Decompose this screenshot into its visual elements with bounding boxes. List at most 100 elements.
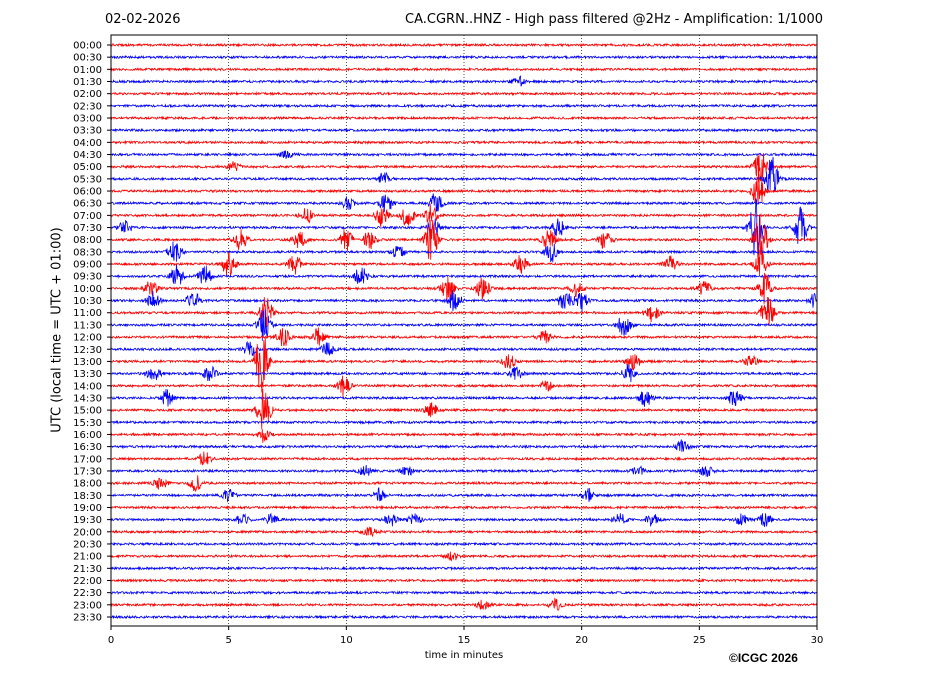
y-tick-label: 20:00 xyxy=(73,527,102,538)
y-tick-label: 23:30 xyxy=(73,612,102,623)
y-tick-label: 22:00 xyxy=(73,576,102,587)
y-tick-label: 07:00 xyxy=(73,211,102,222)
y-tick: 14:30 xyxy=(73,393,111,404)
y-tick: 05:00 xyxy=(73,162,111,173)
y-tick-label: 09:00 xyxy=(73,260,102,271)
y-tick: 03:30 xyxy=(73,126,111,137)
trace-0230 xyxy=(110,103,818,109)
y-tick-label: 21:30 xyxy=(73,564,102,575)
trace-1030 xyxy=(110,290,818,312)
y-tick-label: 01:00 xyxy=(73,65,102,76)
y-tick-label: 13:00 xyxy=(73,357,102,368)
y-tick-label: 03:00 xyxy=(73,114,102,125)
y-tick-label: 16:00 xyxy=(73,430,102,441)
trace-1930 xyxy=(110,512,818,528)
y-tick-label: 04:00 xyxy=(73,138,102,149)
trace-0130 xyxy=(110,75,818,87)
trace-1400 xyxy=(110,375,818,398)
trace-2330 xyxy=(110,614,818,620)
y-tick: 23:30 xyxy=(73,612,111,623)
y-tick-label: 14:00 xyxy=(73,381,102,392)
x-tick: 30 xyxy=(811,626,824,646)
y-tick-label: 05:30 xyxy=(73,174,102,185)
y-tick: 07:30 xyxy=(73,223,111,234)
trace-2300 xyxy=(110,597,818,611)
y-tick: 13:00 xyxy=(73,357,111,368)
y-tick: 01:00 xyxy=(73,65,111,76)
y-tick: 11:30 xyxy=(73,320,111,331)
y-tick-label: 11:00 xyxy=(73,308,102,319)
x-tick-label: 20 xyxy=(575,635,588,646)
y-tick: 21:30 xyxy=(73,564,111,575)
y-tick: 06:00 xyxy=(73,187,111,198)
y-tick-label: 15:30 xyxy=(73,418,102,429)
y-tick-label: 12:30 xyxy=(73,345,102,356)
y-tick-label: 11:30 xyxy=(73,320,102,331)
trace-0930 xyxy=(110,264,818,285)
y-tick-label: 08:30 xyxy=(73,247,102,258)
y-tick-label: 00:30 xyxy=(73,53,102,64)
trace-1530 xyxy=(110,419,818,425)
y-tick-label: 02:00 xyxy=(73,89,102,100)
y-tick: 05:30 xyxy=(73,174,111,185)
x-tick-label: 30 xyxy=(811,635,824,646)
y-tick: 09:00 xyxy=(73,260,111,271)
y-tick-label: 17:30 xyxy=(73,466,102,477)
y-tick: 15:30 xyxy=(73,418,111,429)
y-tick: 02:00 xyxy=(73,89,111,100)
trace-0300 xyxy=(110,115,818,121)
y-tick: 17:30 xyxy=(73,466,111,477)
y-tick-label: 08:00 xyxy=(73,235,102,246)
trace-2000 xyxy=(110,526,818,538)
y-tick-label: 18:00 xyxy=(73,479,102,490)
x-tick: 0 xyxy=(108,626,114,646)
y-tick: 12:00 xyxy=(73,333,111,344)
x-tick-label: 15 xyxy=(458,635,471,646)
x-tick-label: 0 xyxy=(108,635,114,646)
y-tick: 21:00 xyxy=(73,552,111,563)
trace-1700 xyxy=(110,451,818,466)
y-tick: 03:00 xyxy=(73,114,111,125)
y-tick: 20:00 xyxy=(73,527,111,538)
trace-1630 xyxy=(110,439,818,452)
y-tick: 07:00 xyxy=(73,211,111,222)
y-tick: 12:30 xyxy=(73,345,111,356)
y-tick-label: 09:30 xyxy=(73,272,102,283)
y-tick-label: 12:00 xyxy=(73,333,102,344)
y-tick: 09:30 xyxy=(73,272,111,283)
y-tick: 00:00 xyxy=(73,41,111,52)
trace-0700 xyxy=(110,203,818,227)
y-tick-label: 22:30 xyxy=(73,588,102,599)
trace-1900 xyxy=(110,504,818,511)
y-tick: 10:30 xyxy=(73,296,111,307)
y-tick-label: 15:00 xyxy=(73,406,102,417)
y-tick: 20:30 xyxy=(73,539,111,550)
trace-1100 xyxy=(110,296,818,329)
trace-0430 xyxy=(110,150,818,159)
y-tick: 16:30 xyxy=(73,442,111,453)
y-tick: 11:00 xyxy=(73,308,111,319)
plot-frame xyxy=(110,34,818,627)
y-tick: 10:00 xyxy=(73,284,111,295)
trace-1000 xyxy=(110,272,818,305)
y-tick-label: 04:30 xyxy=(73,150,102,161)
y-tick: 02:30 xyxy=(73,101,111,112)
y-tick: 08:00 xyxy=(73,235,111,246)
y-tick-label: 00:00 xyxy=(73,41,102,52)
y-tick: 01:30 xyxy=(73,77,111,88)
x-tick-label: 25 xyxy=(693,635,706,646)
y-tick: 18:00 xyxy=(73,479,111,490)
traces xyxy=(110,42,818,620)
trace-1600 xyxy=(110,429,818,443)
trace-0830 xyxy=(110,241,818,263)
trace-0400 xyxy=(110,139,818,145)
trace-1130 xyxy=(110,309,818,341)
y-tick: 04:00 xyxy=(73,138,111,149)
y-tick-label: 10:30 xyxy=(73,296,102,307)
x-tick: 25 xyxy=(693,626,706,646)
trace-1500 xyxy=(110,388,818,430)
y-tick: 00:30 xyxy=(73,53,111,64)
trace-2130 xyxy=(110,565,818,571)
y-tick-label: 18:30 xyxy=(73,491,102,502)
